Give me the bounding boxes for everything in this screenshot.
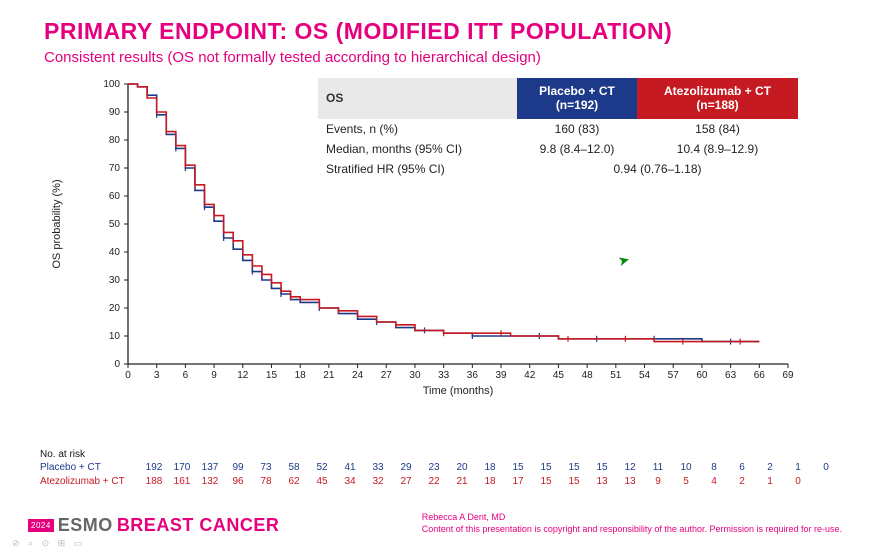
- os-row-median-label: Median, months (95% CI): [318, 139, 517, 159]
- author-credit: Rebecca A Dent, MD: [422, 511, 842, 524]
- os-summary-table: OS Placebo + CT(n=192) Atezolizumab + CT…: [318, 78, 798, 179]
- svg-text:24: 24: [352, 370, 364, 381]
- km-chart: 0102030405060708090100036912151821242730…: [38, 74, 818, 444]
- footer-text: Rebecca A Dent, MD Content of this prese…: [422, 511, 842, 536]
- at-risk-header: No. at risk: [40, 448, 840, 462]
- svg-text:0: 0: [125, 370, 131, 381]
- svg-text:90: 90: [109, 107, 121, 118]
- svg-text:54: 54: [639, 370, 651, 381]
- subtitle: Consistent results (OS not formally test…: [44, 49, 842, 66]
- at-risk-atezo-values: 1881611329678624534322722211817151513139…: [140, 475, 812, 489]
- svg-text:30: 30: [109, 275, 121, 286]
- svg-text:40: 40: [109, 247, 121, 258]
- svg-text:20: 20: [109, 303, 121, 314]
- svg-text:48: 48: [582, 370, 594, 381]
- svg-text:Time (months): Time (months): [423, 385, 494, 397]
- svg-text:OS probability (%): OS probability (%): [51, 179, 63, 268]
- esmo-logo: 2024 ESMO BREAST CANCER: [28, 515, 279, 536]
- svg-text:63: 63: [725, 370, 737, 381]
- at-risk-placebo-values: 1921701379973585241332923201815151515121…: [140, 461, 840, 475]
- svg-text:6: 6: [183, 370, 189, 381]
- svg-text:0: 0: [114, 359, 120, 370]
- copyright-notice: Content of this presentation is copyrigh…: [422, 523, 842, 536]
- svg-text:39: 39: [495, 370, 507, 381]
- svg-text:60: 60: [696, 370, 708, 381]
- svg-text:51: 51: [610, 370, 622, 381]
- os-table-col-placebo: Placebo + CT(n=192): [517, 78, 637, 119]
- os-row-events-atezo: 158 (84): [637, 119, 798, 139]
- svg-text:9: 9: [211, 370, 217, 381]
- svg-text:57: 57: [668, 370, 680, 381]
- svg-text:27: 27: [381, 370, 393, 381]
- os-table-header: OS: [318, 78, 517, 119]
- os-table-col-atezo: Atezolizumab + CT(n=188): [637, 78, 798, 119]
- os-row-hr-label: Stratified HR (95% CI): [318, 159, 517, 179]
- svg-text:66: 66: [754, 370, 766, 381]
- svg-text:3: 3: [154, 370, 160, 381]
- os-row-median-placebo: 9.8 (8.4–12.0): [517, 139, 637, 159]
- svg-text:33: 33: [438, 370, 450, 381]
- svg-text:30: 30: [409, 370, 421, 381]
- svg-text:69: 69: [782, 370, 794, 381]
- svg-text:10: 10: [109, 331, 121, 342]
- svg-text:50: 50: [109, 219, 121, 230]
- svg-text:100: 100: [103, 79, 120, 90]
- svg-text:21: 21: [323, 370, 335, 381]
- os-row-median-atezo: 10.4 (8.9–12.9): [637, 139, 798, 159]
- at-risk-table: No. at risk Placebo + CT 192170137997358…: [40, 448, 840, 489]
- toolbar-icons: ⊘ ⌕ ⊙ ⊞ ▭: [12, 538, 85, 549]
- page-title: PRIMARY ENDPOINT: OS (MODIFIED ITT POPUL…: [44, 18, 842, 45]
- svg-text:80: 80: [109, 135, 121, 146]
- svg-text:18: 18: [295, 370, 307, 381]
- os-row-hr-value: 0.94 (0.76–1.18): [517, 159, 798, 179]
- os-row-events-label: Events, n (%): [318, 119, 517, 139]
- svg-text:45: 45: [553, 370, 565, 381]
- svg-text:42: 42: [524, 370, 536, 381]
- at-risk-arm-placebo: Placebo + CT: [40, 461, 140, 475]
- os-row-events-placebo: 160 (83): [517, 119, 637, 139]
- svg-text:15: 15: [266, 370, 278, 381]
- svg-text:60: 60: [109, 191, 121, 202]
- svg-text:12: 12: [237, 370, 249, 381]
- svg-text:70: 70: [109, 163, 121, 174]
- at-risk-arm-atezo: Atezolizumab + CT: [40, 475, 140, 489]
- svg-text:36: 36: [467, 370, 479, 381]
